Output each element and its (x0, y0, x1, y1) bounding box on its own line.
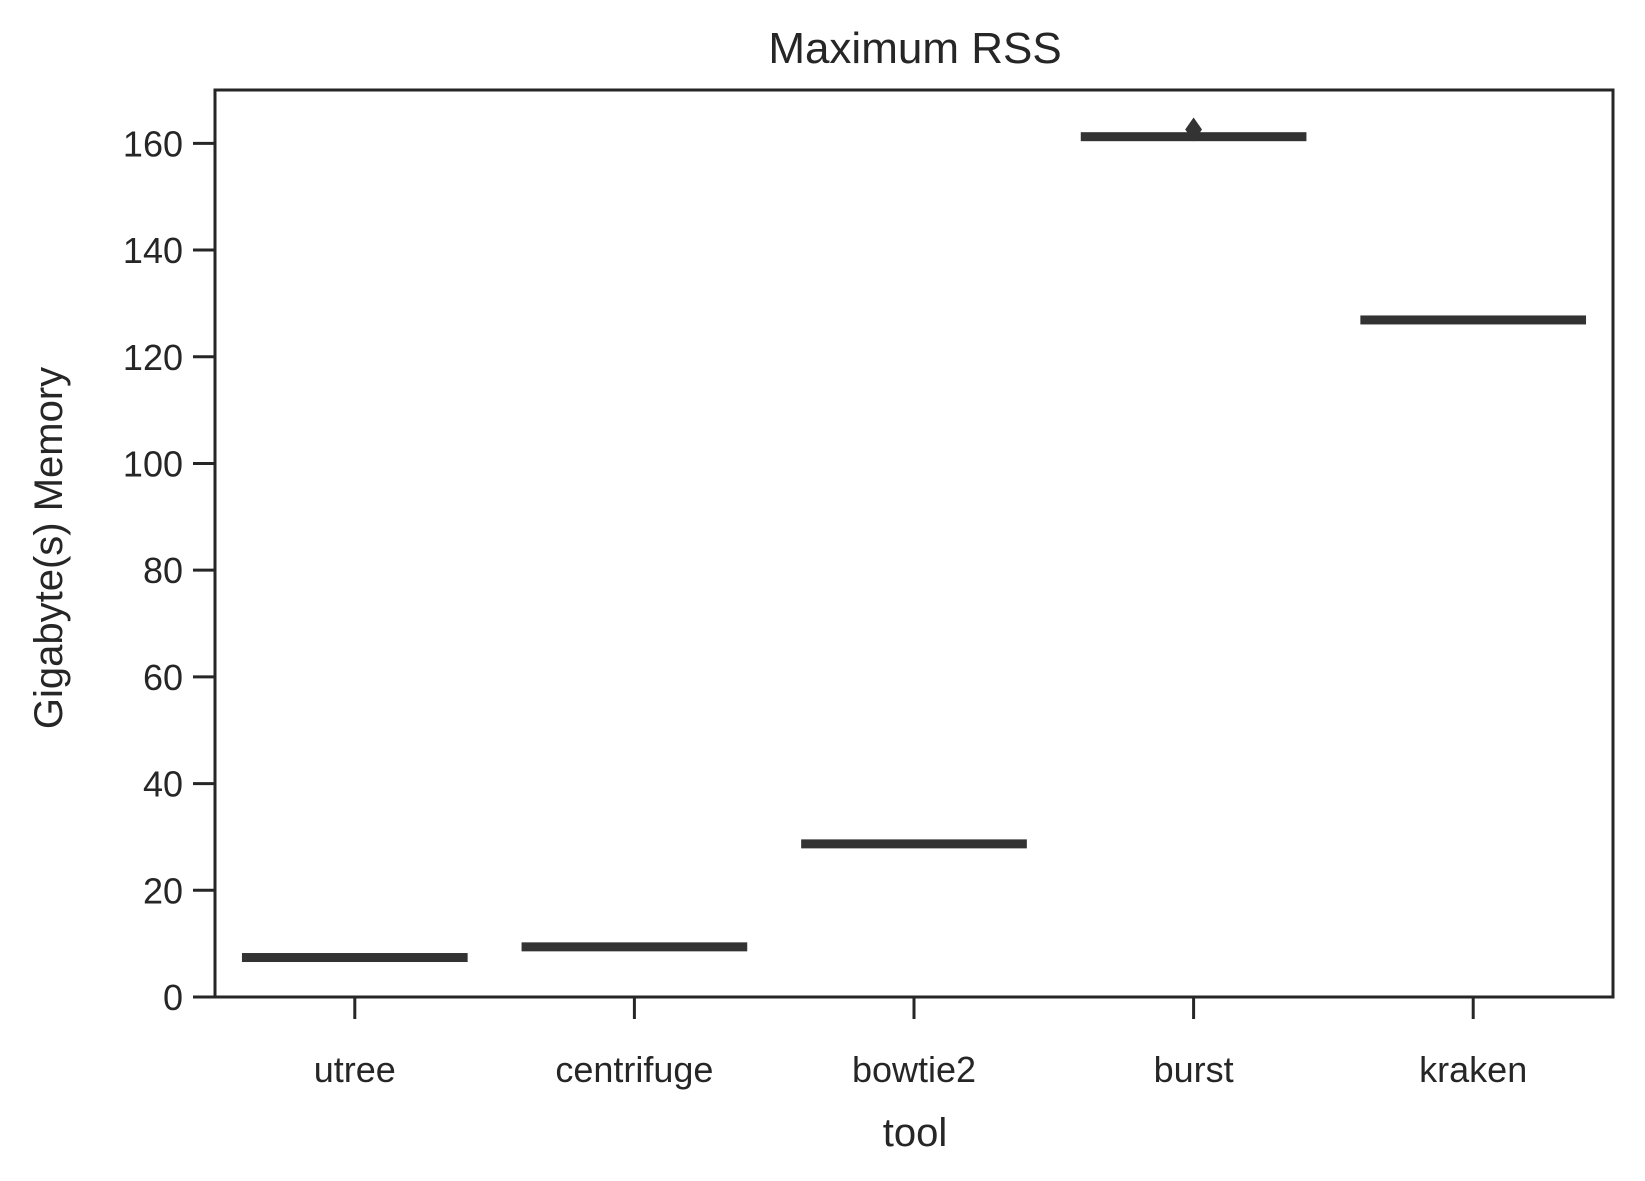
box-centrifuge (521, 942, 748, 952)
y-tick-label: 80 (143, 550, 183, 591)
box-utree (241, 953, 468, 963)
x-tick-label: burst (1154, 1049, 1234, 1090)
y-tick-label: 40 (143, 764, 183, 805)
y-axis-label: Gigabyte(s) Memory (27, 367, 71, 729)
plot-frame (213, 88, 1615, 999)
x-axis-label: tool (883, 1111, 948, 1155)
y-tick-label: 140 (123, 230, 183, 271)
box-bowtie2 (801, 839, 1027, 849)
y-tick-label: 100 (123, 443, 183, 484)
y-tick-label: 0 (163, 977, 183, 1018)
y-tick-label: 20 (143, 870, 183, 911)
plot-area (241, 117, 1587, 963)
box-burst (1080, 117, 1307, 142)
x-tick-label: utree (314, 1049, 396, 1090)
box-kraken (1360, 315, 1587, 325)
x-tick-label: bowtie2 (852, 1049, 976, 1090)
chart-title: Maximum RSS (768, 24, 1061, 73)
x-tick-label: centrifuge (555, 1049, 713, 1090)
y-tick-label: 160 (123, 123, 183, 164)
y-tick-label: 60 (143, 657, 183, 698)
outlier-point (1185, 117, 1202, 142)
x-tick-label: kraken (1419, 1049, 1527, 1090)
y-tick-label: 120 (123, 337, 183, 378)
